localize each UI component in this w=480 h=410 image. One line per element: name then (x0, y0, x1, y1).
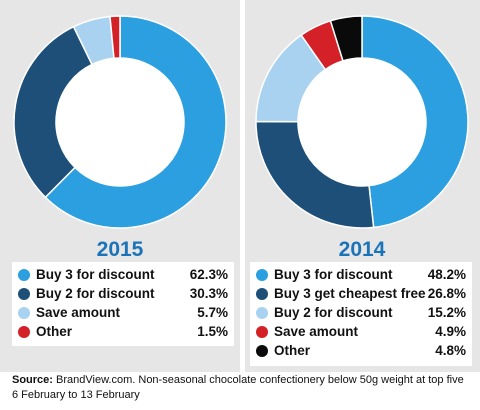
legend-swatch (256, 325, 268, 338)
donut-hole (298, 58, 426, 186)
donut-hole (56, 58, 184, 186)
source-note: Source: BrandView.com. Non-seasonal choc… (12, 373, 472, 403)
legend-value: 5.7% (197, 305, 228, 320)
chart-title-2015: 2015 (96, 238, 144, 261)
legend-label: Other (274, 343, 311, 358)
legend-value: 4.9% (435, 324, 466, 339)
source-label: Source: (12, 374, 53, 386)
legend-swatch (256, 344, 268, 357)
legend-swatch (18, 325, 30, 338)
legend-item-save-amount: Save amount 4.9% (256, 322, 466, 341)
legend-swatch (18, 268, 30, 281)
legend-item-buy-3-get-cheapest-free: Buy 3 get cheapest free 26.8% (256, 284, 466, 303)
legend-value: 62.3% (189, 267, 228, 282)
legend-item-save-amount: Save amount 5.7% (18, 303, 228, 322)
legend-label: Buy 2 for discount (36, 286, 155, 301)
legend-swatch (256, 268, 268, 281)
source-text: BrandView.com. Non-seasonal chocolate co… (56, 374, 464, 386)
legend-2015: Buy 3 for discount 62.3% Buy 2 for discoun… (12, 262, 234, 346)
legend-swatch (18, 287, 30, 300)
legend-swatch (256, 287, 268, 300)
donut-chart-2014 (255, 15, 469, 229)
source-date-range: 6 February to 13 February (12, 389, 140, 401)
legend-value: 4.8% (435, 343, 466, 358)
legend-swatch (256, 306, 268, 319)
legend-item-buy-2-for-discount: Buy 2 for discount 15.2% (256, 303, 466, 322)
legend-value: 1.5% (197, 324, 228, 339)
legend-item-buy-2-for-discount: Buy 2 for discount 30.3% (18, 284, 228, 303)
legend-label: Buy 3 for discount (274, 267, 393, 282)
legend-item-buy-3-for-discount: Buy 3 for discount 48.2% (256, 265, 466, 284)
legend-label: Buy 2 for discount (274, 305, 393, 320)
legend-item-other: Other 4.8% (256, 341, 466, 360)
legend-label: Buy 3 for discount (36, 267, 155, 282)
legend-label: Save amount (274, 324, 359, 339)
legend-value: 48.2% (427, 267, 466, 282)
legend-value: 15.2% (427, 305, 466, 320)
legend-2014: Buy 3 for discount 48.2% Buy 3 get cheapes… (250, 262, 472, 366)
legend-label: Other (36, 324, 73, 339)
panel-divider (240, 0, 245, 372)
legend-item-buy-3-for-discount: Buy 3 for discount 62.3% (18, 265, 228, 284)
legend-swatch (18, 306, 30, 319)
donut-chart-2015 (13, 15, 227, 229)
legend-value: 26.8% (427, 286, 466, 301)
legend-item-other: Other 1.5% (18, 322, 228, 341)
chart-title-2014: 2014 (338, 238, 386, 261)
legend-label: Save amount (36, 305, 121, 320)
legend-value: 30.3% (189, 286, 228, 301)
legend-label: Buy 3 get cheapest free (274, 286, 426, 301)
